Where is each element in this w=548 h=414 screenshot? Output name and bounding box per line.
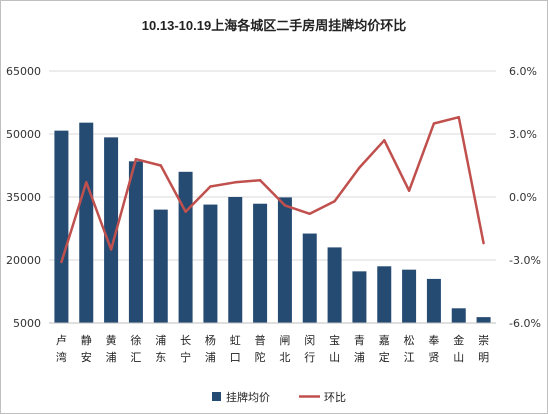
line-series bbox=[60, 115, 485, 264]
line-point bbox=[159, 164, 162, 167]
x-category-label: 浦 bbox=[205, 351, 216, 364]
y-right-tick-label: -6.0% bbox=[509, 317, 541, 330]
line-point bbox=[184, 210, 187, 213]
bar bbox=[128, 161, 143, 323]
bar bbox=[277, 197, 292, 323]
line-point bbox=[358, 166, 361, 169]
chart-title: 10.13-10.19上海各城区二手房周挂牌均价环比 bbox=[142, 18, 406, 33]
x-category-label: 陀 bbox=[255, 350, 266, 364]
line-point bbox=[85, 181, 88, 184]
line-point bbox=[482, 242, 485, 245]
bar bbox=[476, 317, 491, 323]
bar bbox=[377, 266, 392, 323]
legend-line-label: 环比 bbox=[324, 391, 346, 404]
x-category-label: 明 bbox=[478, 351, 489, 364]
legend: 挂牌均价 环比 bbox=[212, 390, 346, 404]
x-category-label: 东 bbox=[155, 351, 166, 364]
y-axis-right: 6.0% 3.0% 0.0% -3.0% -6.0% bbox=[509, 65, 541, 330]
x-category-label: 黄 bbox=[106, 333, 117, 347]
legend-bar-label: 挂牌均价 bbox=[226, 390, 270, 404]
x-category-label: 江 bbox=[404, 351, 415, 364]
line-point bbox=[457, 116, 460, 119]
x-category-label: 卢 bbox=[56, 334, 67, 347]
bar bbox=[203, 204, 218, 323]
x-category-label: 山 bbox=[329, 351, 340, 364]
x-category-label: 长 bbox=[180, 334, 191, 347]
y-right-tick-label: 0.0% bbox=[509, 191, 537, 204]
bar bbox=[228, 197, 243, 323]
x-category-label: 奉 bbox=[428, 333, 439, 347]
x-category-label: 宁 bbox=[180, 350, 191, 364]
x-category-label: 北 bbox=[279, 351, 290, 364]
x-category-label: 金 bbox=[453, 333, 464, 347]
line-point bbox=[258, 179, 262, 182]
line-point bbox=[134, 158, 138, 161]
bar bbox=[178, 171, 193, 323]
x-category-label: 浦 bbox=[106, 351, 117, 364]
line-point bbox=[383, 139, 386, 142]
y-right-tick-label: 3.0% bbox=[509, 128, 537, 141]
line-point bbox=[333, 200, 336, 203]
bar bbox=[104, 137, 119, 323]
line-point bbox=[60, 260, 63, 264]
y-left-tick-label: 35000 bbox=[6, 191, 41, 204]
bar bbox=[79, 122, 94, 323]
legend-bar-swatch bbox=[212, 392, 221, 401]
x-category-label: 山 bbox=[453, 351, 464, 364]
y-right-tick-label: 6.0% bbox=[509, 65, 537, 78]
x-category-label: 杨 bbox=[205, 333, 216, 347]
x-category-label: 虹 bbox=[230, 334, 241, 347]
line-point bbox=[209, 185, 212, 188]
line-point bbox=[234, 181, 237, 184]
x-category-label: 口 bbox=[230, 351, 241, 364]
x-category-label: 行 bbox=[304, 351, 315, 364]
line-point bbox=[283, 204, 287, 207]
bar bbox=[327, 247, 342, 323]
line-point bbox=[308, 212, 311, 215]
line-point bbox=[407, 189, 411, 192]
x-category-label: 闸 bbox=[279, 334, 290, 347]
y-left-tick-label: 65000 bbox=[6, 65, 41, 78]
bar bbox=[302, 233, 317, 323]
x-category-label: 普 bbox=[255, 333, 266, 347]
x-category-label: 贤 bbox=[428, 351, 439, 364]
x-category-label: 嘉 bbox=[379, 333, 390, 347]
y-left-tick-label: 5000 bbox=[13, 317, 41, 330]
bar bbox=[352, 271, 367, 323]
x-category-label: 浦 bbox=[155, 334, 166, 347]
bar bbox=[451, 308, 466, 323]
gridlines bbox=[49, 70, 496, 261]
x-category-label: 闵 bbox=[304, 333, 315, 347]
x-category-label: 汇 bbox=[130, 351, 141, 364]
x-category-label: 定 bbox=[379, 350, 390, 364]
bar bbox=[426, 278, 441, 323]
x-category-label: 松 bbox=[404, 333, 415, 347]
bar-series bbox=[54, 122, 491, 323]
y-left-tick-label: 20000 bbox=[6, 254, 41, 267]
x-category-label: 湾 bbox=[56, 350, 67, 364]
line-point bbox=[109, 248, 113, 251]
bar bbox=[402, 269, 417, 323]
x-category-label: 静 bbox=[81, 333, 92, 347]
x-category-label: 崇 bbox=[478, 334, 489, 347]
x-category-label: 浦 bbox=[354, 351, 365, 364]
y-right-tick-label: -3.0% bbox=[509, 254, 541, 267]
x-category-label: 徐 bbox=[130, 333, 141, 347]
bar bbox=[153, 209, 168, 323]
line-point bbox=[432, 122, 436, 125]
x-category-label: 青 bbox=[354, 334, 365, 347]
line-path bbox=[60, 115, 485, 263]
y-left-tick-label: 50000 bbox=[6, 128, 41, 141]
x-category-label: 宝 bbox=[329, 333, 340, 347]
y-axis-left: 65000 50000 35000 20000 5000 bbox=[6, 65, 41, 330]
bar bbox=[253, 203, 268, 323]
x-category-label: 安 bbox=[81, 350, 92, 364]
bar bbox=[54, 130, 69, 323]
